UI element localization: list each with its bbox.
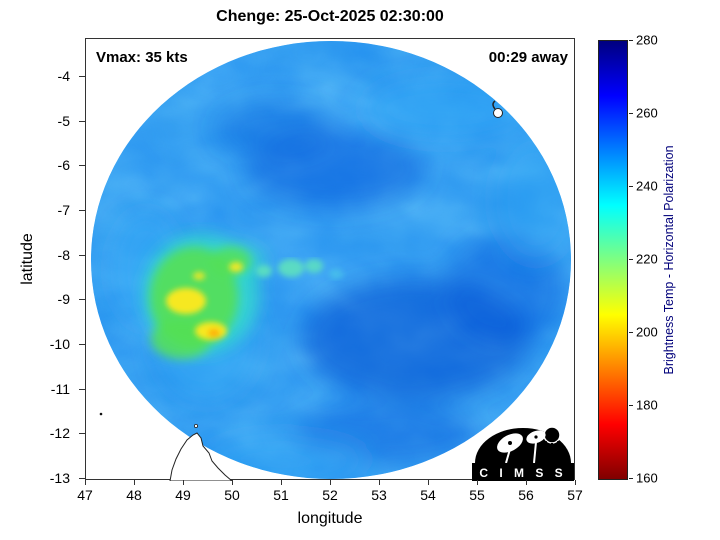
x-tick-mark (134, 480, 135, 485)
x-tick-mark (232, 480, 233, 485)
satellite-heatmap-svg: C I M S S (91, 41, 574, 481)
colorbar-label: Brightness Temp - Horizontal Polarizatio… (662, 145, 676, 375)
y-tick-label: -13 (49, 470, 70, 486)
colorbar-tick-label: 260 (636, 105, 658, 121)
x-tick-label: 56 (518, 487, 534, 503)
colorbar-tick-mark (629, 186, 633, 187)
x-tick-mark (183, 480, 184, 485)
colorbar-tick-labels: 160 180 200 220 240 260 280 (636, 33, 681, 486)
x-tick-label: 51 (273, 487, 289, 503)
plot-area: C I M S S Vmax: 35 kts 00:29 away (85, 38, 575, 481)
colorbar-tick-marks (629, 40, 634, 480)
y-tick-label: -10 (49, 336, 70, 352)
y-tick-label: -12 (49, 425, 70, 442)
colorbar-tick-label: 180 (636, 397, 658, 413)
x-tick-mark (428, 480, 429, 485)
y-tick-label: -8 (57, 246, 70, 263)
y-tick-mark (79, 76, 85, 77)
x-axis-label: longitude (297, 510, 363, 527)
x-tick-label: 55 (469, 487, 485, 503)
y-tick-mark (79, 165, 85, 167)
eta-annotation: 00:29 away (488, 49, 568, 66)
x-tick-mark (85, 480, 86, 485)
x-tick-label: 52 (322, 487, 338, 503)
cimss-logo-text: C I M S S (479, 466, 566, 480)
colorbar-tick-mark (629, 478, 633, 479)
convective-cluster (143, 234, 343, 359)
colorbar-tick-label: 160 (636, 470, 658, 486)
colorbar-tick-label: 200 (636, 324, 658, 340)
y-tick-label: -11 (50, 380, 70, 397)
x-tick-mark (281, 480, 282, 485)
cimss-logo: C I M S S (472, 426, 574, 481)
x-tick-label: 57 (567, 487, 583, 503)
x-tick-label: 50 (224, 487, 240, 503)
y-tick-mark (79, 210, 85, 211)
x-tick-label: 48 (126, 487, 142, 503)
x-tick-mark (379, 480, 380, 485)
x-tick-mark (526, 480, 527, 485)
x-axis-tick-labels: 47 48 49 50 51 52 53 54 55 56 57 (77, 487, 583, 505)
x-tick-label: 53 (371, 487, 387, 503)
x-tick-mark (477, 480, 478, 485)
x-tick-label: 47 (77, 487, 93, 503)
y-tick-mark (79, 120, 85, 122)
colorbar-tick-label: 280 (636, 32, 658, 48)
coastline (99, 412, 233, 481)
y-axis-tick-labels: -4 -5 -6 -7 -8 -9 -10 -11 -12 -13 (0, 38, 78, 486)
y-tick-mark (79, 478, 85, 479)
y-tick-label: -6 (57, 157, 70, 174)
y-axis-tick-marks (79, 38, 85, 480)
y-tick-label: -4 (57, 68, 70, 84)
vmax-annotation: Vmax: 35 kts (96, 49, 188, 66)
colorbar-tick-mark (629, 259, 633, 260)
x-tick-label: 49 (175, 487, 191, 503)
x-tick-mark (575, 480, 576, 485)
colorbar-tick-mark (629, 40, 633, 41)
colorbar-tick-mark (629, 113, 633, 114)
colorbar-tick-mark (629, 405, 633, 406)
y-axis-label: latitude (19, 233, 36, 285)
x-axis-tick-marks (85, 480, 576, 486)
x-tick-mark (330, 480, 331, 485)
y-tick-label: -9 (57, 291, 70, 308)
data-disk (91, 41, 571, 479)
colorbar-tick-label: 220 (636, 251, 658, 267)
y-tick-mark (79, 254, 85, 256)
y-tick-mark (79, 344, 85, 345)
y-tick-mark (79, 433, 85, 435)
y-tick-label: -7 (57, 202, 70, 218)
x-tick-label: 54 (420, 487, 436, 503)
y-tick-mark (79, 388, 85, 390)
colorbar-tick-label: 240 (636, 178, 658, 194)
colorbar-tick-mark (629, 332, 633, 333)
colorbar (598, 40, 628, 480)
y-tick-label: -5 (57, 112, 70, 129)
storm-marker-icon (492, 100, 503, 118)
y-tick-mark (79, 299, 85, 301)
plot-title: Chenge: 25-Oct-2025 02:30:00 (216, 8, 444, 25)
